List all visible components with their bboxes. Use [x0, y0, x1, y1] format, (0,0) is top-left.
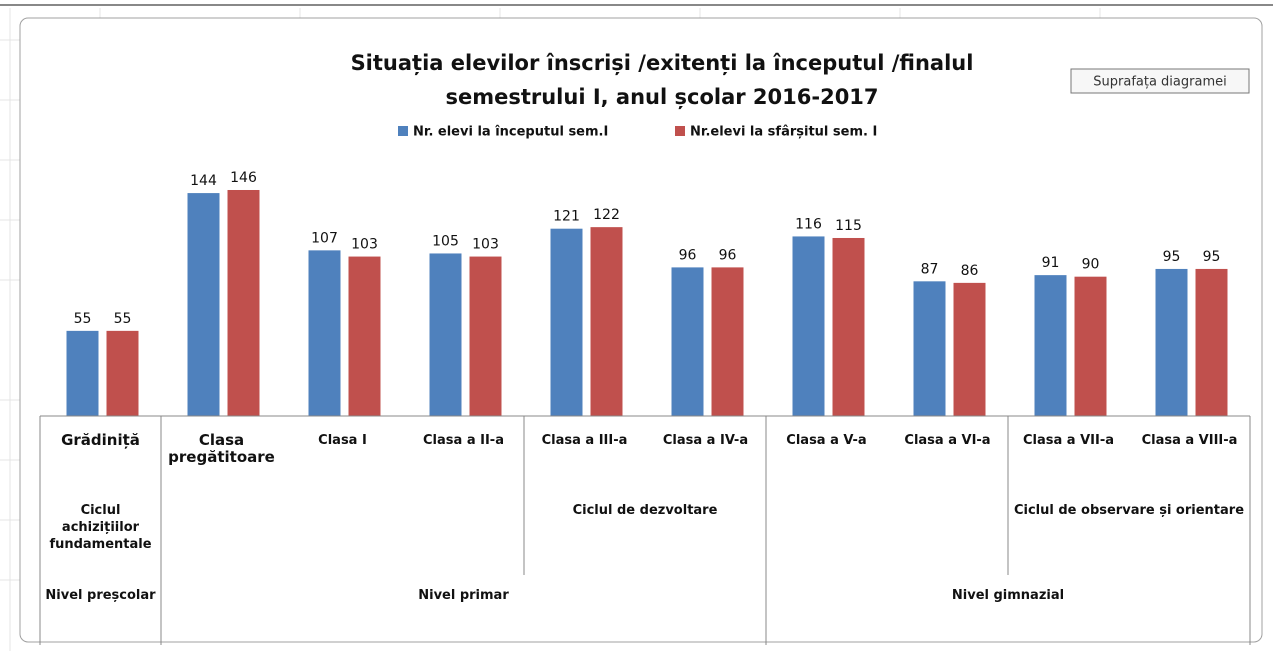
bar [66, 330, 99, 416]
category-label: Clasa a V-a [786, 433, 867, 448]
data-label: 116 [795, 216, 822, 232]
bar [1155, 268, 1188, 416]
legend-swatch [398, 126, 408, 136]
chart-title: semestrului I, anul școlar 2016-2017 [445, 85, 878, 109]
category-label-box: Clasa a II-a [423, 433, 504, 448]
bar [187, 193, 220, 416]
data-label: 103 [472, 237, 499, 253]
category-label-box: Clasa I [318, 433, 367, 448]
legend-swatch [675, 126, 685, 136]
sheet-grid [0, 8, 1101, 651]
category-label-box: Clasa a VI-a [904, 433, 991, 448]
data-label: 87 [921, 261, 939, 277]
bar [469, 256, 502, 416]
data-label: 122 [593, 207, 620, 223]
bar [227, 189, 260, 416]
bar [953, 282, 986, 416]
category-label-box: Clasa a VIII-a [1141, 433, 1238, 448]
data-label: 96 [679, 247, 697, 263]
data-label: 55 [74, 311, 92, 327]
group-label: Ciclul de observare și orientare [1013, 503, 1245, 518]
data-label: 144 [190, 173, 217, 189]
category-label: Clasa a III-a [541, 433, 628, 448]
bar [711, 267, 744, 416]
bar [1034, 275, 1067, 416]
tooltip: Suprafața diagramei [1093, 75, 1226, 90]
data-label: 107 [311, 230, 338, 246]
data-label: 95 [1163, 249, 1181, 265]
category-label: Clasa a VII-a [1022, 433, 1114, 448]
group-label: Nivel gimnazial [951, 588, 1065, 603]
group-label-box: Nivel primar [418, 588, 509, 603]
legend-label: Nr. elevi la începutul sem.I [413, 125, 608, 140]
data-label: 105 [432, 233, 459, 249]
data-label: 55 [114, 311, 132, 327]
bar [550, 228, 583, 416]
category-label: Clasa pregătitoare [168, 432, 275, 466]
group-label-box: Ciclul achizițiilor fundamentale [49, 503, 152, 552]
data-label: 90 [1082, 257, 1100, 273]
tooltip-box [1070, 68, 1250, 94]
bar [1074, 276, 1107, 416]
bar [1195, 268, 1228, 416]
category-label-box: Clasa a V-a [786, 433, 867, 448]
category-label: Clasa I [318, 433, 367, 448]
bar [429, 253, 462, 416]
data-label: 95 [1203, 249, 1221, 265]
bar [832, 237, 865, 416]
legend-label: Nr.elevi la sfârșitul sem. I [690, 125, 877, 140]
group-label: Nivel preșcolar [45, 588, 156, 603]
bar [792, 236, 825, 416]
data-label: 103 [351, 237, 378, 253]
category-label: Grădiniță [61, 432, 140, 449]
category-label-box: Grădiniță [61, 432, 140, 449]
group-label-box: Ciclul de dezvoltare [572, 503, 718, 518]
data-label: 91 [1042, 255, 1060, 271]
bar [106, 330, 139, 416]
category-label: Clasa a VIII-a [1141, 433, 1238, 448]
category-label: Clasa a IV-a [662, 433, 749, 448]
group-label: Ciclul de dezvoltare [572, 503, 718, 518]
bar [913, 281, 946, 416]
category-label-box: Clasa a III-a [541, 433, 628, 448]
group-label: Nivel primar [418, 588, 509, 603]
group-label-box: Ciclul de observare și orientare [1013, 503, 1245, 518]
category-label: Clasa a VI-a [904, 433, 991, 448]
data-label: 146 [230, 170, 257, 186]
category-label-box: Clasa pregătitoare [168, 432, 275, 466]
data-label: 86 [961, 263, 979, 279]
bar [590, 227, 623, 416]
bar [308, 250, 341, 416]
category-label-box: Clasa a VII-a [1022, 433, 1114, 448]
chart-area[interactable] [19, 17, 1263, 643]
group-label-box: Nivel gimnazial [951, 588, 1065, 603]
group-label-box: Nivel preșcolar [45, 588, 156, 603]
data-label: 115 [835, 218, 862, 234]
category-label-box: Clasa a IV-a [662, 433, 749, 448]
group-label: Ciclul achizițiilor fundamentale [49, 503, 152, 552]
bar [348, 256, 381, 416]
data-label: 96 [719, 247, 737, 263]
chart-title: Situația elevilor înscriși /exitenți la … [351, 51, 974, 76]
data-label: 121 [553, 209, 580, 225]
bar [671, 267, 704, 416]
category-label: Clasa a II-a [423, 433, 504, 448]
